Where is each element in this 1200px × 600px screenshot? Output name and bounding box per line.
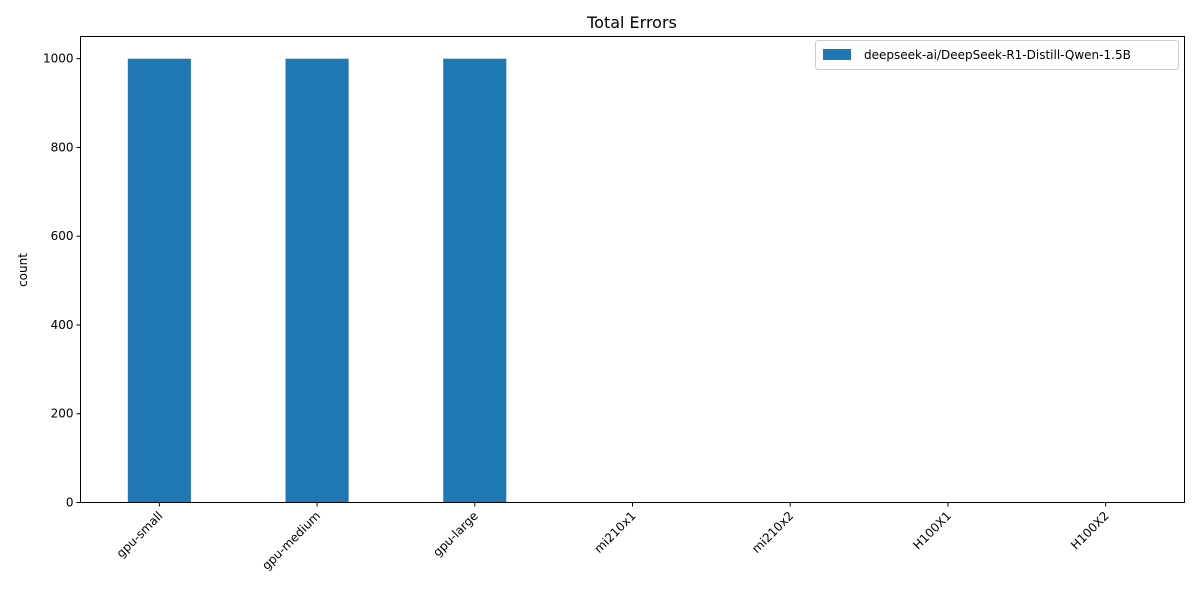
legend-swatch [823,49,851,60]
plot-frame [80,36,1185,503]
chart-title: Total Errors [586,13,677,32]
x-tick-label: mi210x2 [749,509,796,556]
y-tick-label: 800 [51,140,74,154]
legend: deepseek-ai/DeepSeek-R1-Distill-Qwen-1.5… [815,40,1179,70]
x-tick-label: H100X1 [910,509,954,553]
bars-group [127,58,507,503]
bar-gpu-large [443,58,507,503]
y-tick-label: 200 [51,407,74,421]
y-axis-label: count [16,253,30,287]
y-tick-label: 1000 [43,52,74,66]
x-tick-label: gpu-medium [259,509,323,573]
x-tick-label: mi210x1 [591,509,638,556]
x-tick-label: H100X2 [1068,509,1112,553]
y-axis-ticks: 0 200 400 600 800 1000 [43,52,81,510]
legend-label: deepseek-ai/DeepSeek-R1-Distill-Qwen-1.5… [864,48,1131,62]
x-tick-label: gpu-small [114,509,166,561]
y-tick-label: 600 [51,229,74,243]
bar-gpu-small [127,58,191,503]
x-axis-ticks: gpu-small gpu-medium gpu-large mi210x1 mi210… [114,502,1112,573]
x-tick-label: gpu-large [430,509,481,560]
bar-gpu-medium [285,58,349,503]
y-tick-label: 0 [66,496,74,510]
y-tick-label: 400 [51,318,74,332]
legend-box [815,40,1179,70]
